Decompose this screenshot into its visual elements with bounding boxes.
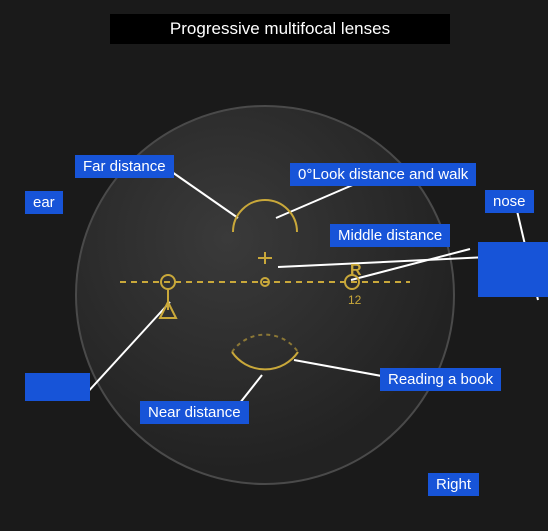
label-look-distance: 0°Look distance and walk: [290, 163, 476, 186]
label-middle-distance: Middle distance: [330, 224, 450, 247]
label-ear: ear: [25, 191, 63, 214]
label-right: Right: [428, 473, 479, 496]
label-empty-left: [25, 373, 90, 401]
label-far-distance: Far distance: [75, 155, 174, 178]
label-nose: nose: [485, 190, 534, 213]
page-title: Progressive multifocal lenses: [110, 14, 450, 44]
label-reading-book: Reading a book: [380, 368, 501, 391]
label-empty-right: [478, 242, 548, 297]
label-near-distance: Near distance: [140, 401, 249, 424]
